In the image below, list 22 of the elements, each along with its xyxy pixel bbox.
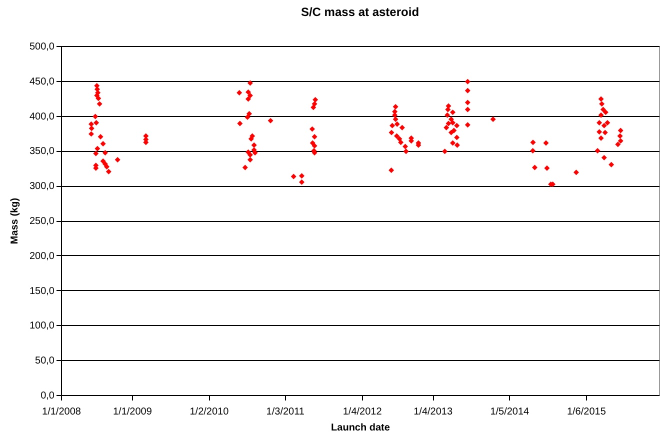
- y-tick-label: 150,0: [29, 286, 55, 297]
- y-tick-label: 50,0: [35, 356, 55, 367]
- y-tick-label: 400,0: [29, 111, 55, 122]
- y-tick-label: 200,0: [29, 250, 55, 262]
- x-axis-title: Launch date: [331, 422, 390, 434]
- x-tick-label: 1/5/2014: [490, 406, 530, 418]
- x-tick-label: 1/2/2010: [190, 406, 230, 418]
- y-tick-label: 300,0: [29, 181, 55, 192]
- x-tick-label: 1/3/2011: [266, 406, 305, 418]
- x-tick-label: 1/1/2008: [42, 406, 82, 418]
- x-tick-label: 1/4/2013: [414, 406, 453, 418]
- y-tick-label: 350,0: [29, 146, 55, 158]
- y-tick-label: 450,0: [29, 76, 55, 88]
- x-tick-label: 1/4/2012: [342, 406, 382, 418]
- x-tick-label: 1/1/2009: [112, 406, 152, 418]
- y-axis-title: Mass (kg): [9, 198, 20, 244]
- y-tick-label: 250,0: [29, 216, 55, 227]
- y-tick-label: 500,0: [29, 42, 55, 52]
- y-tick-label: 100,0: [29, 320, 55, 332]
- x-tick-label: 1/6/2015: [566, 406, 606, 418]
- y-tick-label: 0,0: [40, 390, 55, 402]
- chart-title: S/C mass at asteroid: [300, 5, 420, 19]
